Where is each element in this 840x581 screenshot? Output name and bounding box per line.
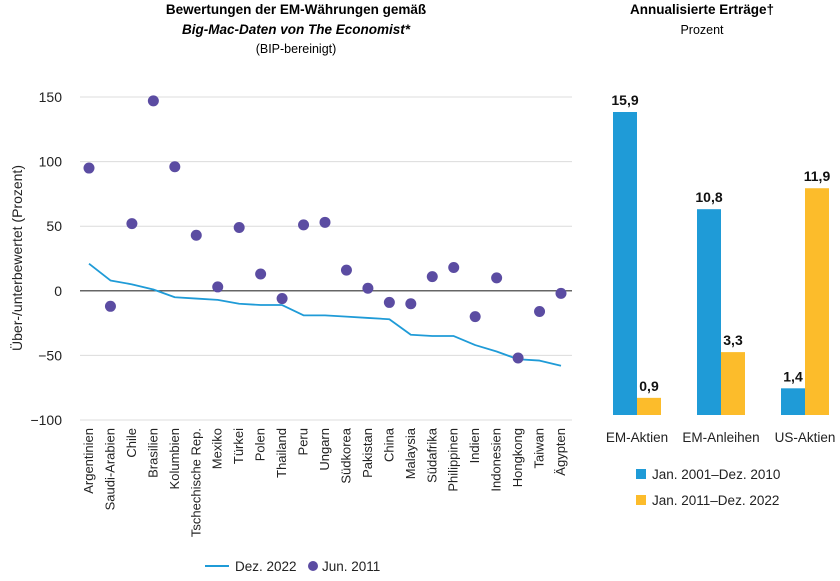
bar-value-label: 10,8: [695, 189, 722, 205]
point-jun-2011-argentinien: [83, 162, 95, 174]
point-jun-2011-peru: [298, 219, 310, 231]
bar-value-label: 1,4: [783, 368, 803, 384]
left-line-series: [88, 262, 562, 367]
x-category-label-mexiko: Mexiko: [210, 428, 225, 469]
x-category-label-saudi-arabien: Saudi-Arabien: [102, 428, 117, 510]
x-category-label-indonesien: Indonesien: [489, 428, 504, 492]
point-jun-2011-chile: [126, 218, 138, 230]
bar-em-anleihen-2001-2010: [697, 209, 721, 415]
point-jun-2011-turkei: [233, 221, 245, 233]
x-category-label-philippinen: Philippinen: [446, 428, 461, 492]
bar-value-label: 0,9: [639, 378, 659, 394]
x-category-label-ungarn: Ungarn: [317, 428, 332, 471]
point-jun-2011-pakistan: [362, 282, 374, 294]
legend-label-2011-2022: Jan. 2011–Dez. 2022: [652, 493, 779, 508]
x-category-label-indien: Indien: [467, 428, 482, 463]
y-tick-label: 150: [39, 89, 63, 105]
point-jun-2011-ungarn: [319, 216, 331, 228]
bar-category-label-us-aktien: US-Aktien: [775, 430, 836, 445]
y-tick-label: −50: [38, 347, 62, 363]
x-category-label-china: China: [381, 427, 396, 462]
left-grid: [80, 96, 572, 421]
bar-category-label-em-aktien: EM-Aktien: [606, 430, 668, 445]
point-jun-2011-sudkorea: [340, 264, 352, 276]
point-jun-2011-china: [383, 296, 395, 308]
point-jun-2011-tschechische-rep: [190, 229, 202, 241]
left-chart-subtitle: Big-Mac-Daten von The Economist*: [182, 22, 411, 37]
legend-label-2001-2010: Jan. 2001–Dez. 2010: [652, 467, 780, 482]
point-jun-2011-indien: [469, 311, 481, 323]
right-category-labels: EM-Aktien EM-Anleihen US-Aktien: [606, 430, 836, 445]
y-tick-label: −100: [30, 412, 62, 428]
bar-value-label: 15,9: [611, 92, 638, 108]
point-jun-2011-saudi-arabien: [104, 300, 116, 312]
bar-em-aktien-2001-2010: [613, 112, 637, 415]
x-category-label-brasilien: Brasilien: [145, 428, 160, 478]
point-jun-2011-philippinen: [448, 262, 460, 274]
point-jun-2011-taiwan: [534, 305, 546, 317]
x-category-label-sudafrika: Südafrika: [424, 427, 439, 483]
left-chart-note: (BIP-bereinigt): [256, 42, 337, 56]
x-category-label-chile: Chile: [124, 428, 139, 458]
x-category-label-polen: Polen: [253, 428, 268, 461]
y-tick-label: 0: [54, 283, 62, 299]
x-category-label-argentinien: Argentinien: [81, 428, 96, 494]
point-jun-2011-hongkong: [512, 352, 524, 364]
x-category-label-thailand: Thailand: [274, 428, 289, 478]
legend-label-dez-2022: Dez. 2022: [235, 559, 297, 574]
bar-us-aktien-2001-2010: [781, 388, 805, 415]
bar-us-aktien-2011-2022: [805, 188, 829, 415]
bar-em-anleihen-2011-2022: [721, 352, 745, 415]
legend-label-jun-2011: Jun. 2011: [322, 559, 380, 574]
left-chart-title: Bewertungen der EM-Währungen gemäß: [166, 2, 426, 17]
legend-dot-swatch-jun-2011: [308, 561, 318, 571]
x-category-label-sudkorea: Südkorea: [338, 427, 353, 483]
right-value-labels: 15,9 0,9 10,8 3,3 1,4 11,9: [611, 92, 830, 394]
x-category-label-kolumbien: Kolumbien: [167, 428, 182, 489]
bar-value-label: 11,9: [804, 168, 831, 184]
right-chart-subtitle: Prozent: [680, 23, 724, 37]
point-jun-2011-polen: [255, 268, 267, 280]
point-jun-2011-agypten: [555, 287, 567, 299]
y-tick-label: 50: [46, 218, 62, 234]
bar-em-aktien-2011-2022: [637, 397, 661, 415]
left-y-ticks: 150 100 50 0 −50 −100: [30, 89, 62, 428]
bar-value-label: 3,3: [723, 332, 743, 348]
x-category-label-tschechische-rep: Tschechische Rep.: [188, 428, 203, 537]
point-jun-2011-indonesien: [491, 272, 503, 284]
y-axis-label: Über-/unterbewertet (Prozent): [8, 165, 25, 351]
right-chart-title: Annualisierte Erträge†: [630, 2, 774, 17]
point-jun-2011-sudafrika: [426, 271, 438, 283]
x-category-label-hongkong: Hongkong: [510, 428, 525, 487]
point-jun-2011-kolumbien: [169, 161, 181, 173]
legend-swatch-2001-2010: [636, 469, 646, 479]
point-jun-2011-brasilien: [147, 95, 159, 107]
right-bars: [613, 112, 829, 415]
legend-swatch-2011-2022: [636, 495, 646, 505]
left-x-category-labels: Argentinien Saudi-Arabien Chile Brasilien Ko…: [81, 427, 568, 537]
bar-category-label-em-anleihen: EM-Anleihen: [682, 430, 759, 445]
series-line-dez-2022: [88, 262, 562, 367]
x-category-label-pakistan: Pakistan: [360, 428, 375, 478]
x-category-label-taiwan: Taiwan: [532, 428, 547, 468]
point-jun-2011-malaysia: [405, 298, 417, 310]
point-jun-2011-thailand: [276, 293, 288, 305]
x-category-label-turkei: Türkei: [231, 428, 246, 464]
left-scatter-series: [83, 95, 567, 364]
x-category-label-agypten: Ägypten: [553, 428, 568, 476]
y-tick-label: 100: [39, 154, 63, 170]
x-category-label-peru: Peru: [296, 428, 311, 455]
x-category-label-malaysia: Malaysia: [403, 427, 418, 479]
point-jun-2011-mexiko: [212, 281, 224, 293]
